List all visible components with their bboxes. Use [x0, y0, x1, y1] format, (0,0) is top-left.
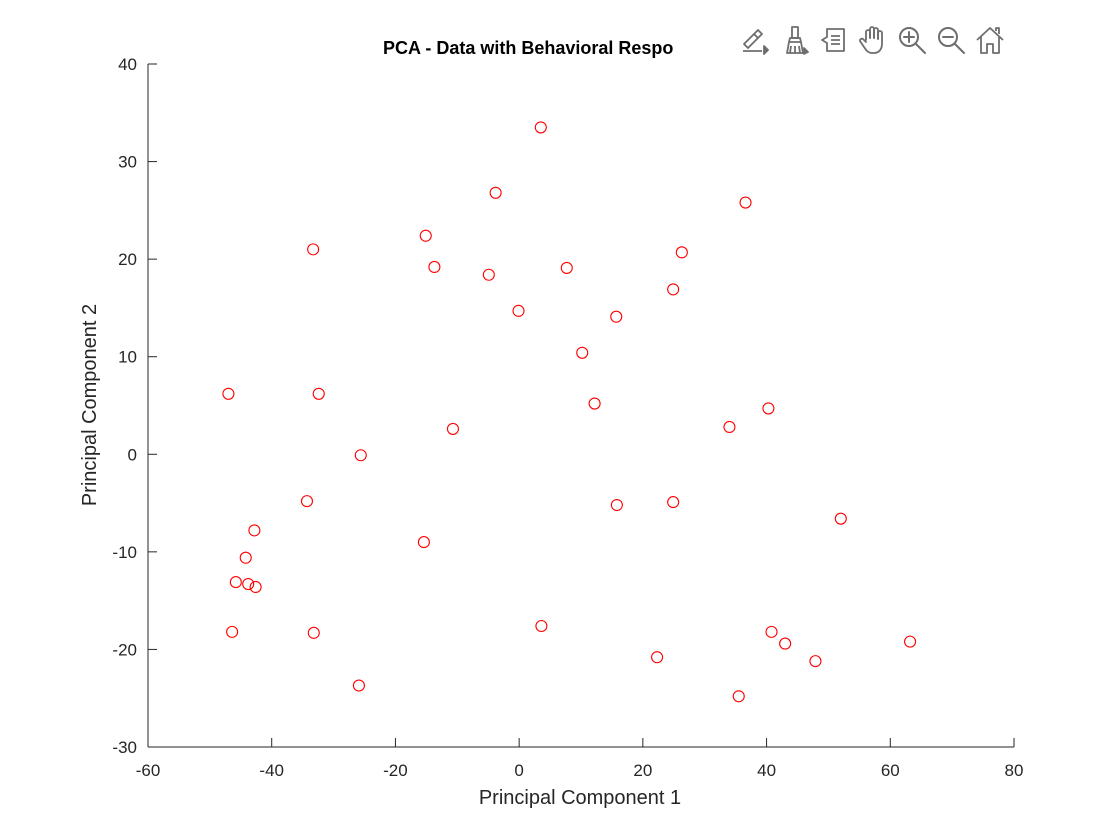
scatter-point [667, 283, 680, 296]
scatter-point [417, 536, 430, 549]
y-axis-title: Principal Component 2 [79, 304, 101, 506]
x-tick-label: -60 [136, 761, 161, 780]
x-ticks: -60 -40 -20 0 20 40 60 80 [136, 738, 1024, 780]
zoom-in-icon[interactable] [894, 22, 930, 58]
axes[interactable]: -60 -40 -20 0 20 40 60 80 -30 -20 -10 0 10 20 30 40 [112, 55, 1023, 780]
x-axis-title: Principal Component 1 [479, 787, 681, 809]
scatter-point [904, 635, 917, 648]
y-tick-label: -30 [112, 738, 137, 757]
scatter-point [312, 387, 325, 400]
scatter-point [239, 551, 252, 564]
scatter-point [732, 690, 745, 703]
x-tick-label: -20 [383, 761, 408, 780]
scatter-point [560, 261, 573, 274]
scatter-point [249, 580, 262, 594]
y-tick-label: -10 [112, 543, 137, 562]
scatter-point [222, 387, 235, 400]
y-tick-label: -20 [112, 640, 137, 659]
scatter-point [765, 625, 778, 638]
scatter-point [307, 626, 320, 639]
y-tick-label: 0 [128, 445, 137, 464]
x-tick-label: 0 [514, 761, 523, 780]
scatter-point [610, 310, 623, 323]
scatter-point [307, 243, 320, 256]
scatter-point [834, 512, 847, 525]
scatter-point [428, 260, 441, 273]
scatter-point [809, 655, 822, 668]
x-tick-label: 80 [1005, 761, 1024, 780]
y-ticks: -30 -20 -10 0 10 20 30 40 [112, 55, 157, 757]
scatter-point [229, 576, 242, 589]
y-tick-label: 40 [118, 55, 137, 74]
edit-data-tips-icon[interactable] [738, 22, 774, 58]
chart-title: PCA - Data with Behavioral Respo [383, 38, 673, 58]
scatter-point [226, 625, 239, 638]
scatter-point [588, 397, 601, 410]
brush-icon[interactable] [777, 22, 813, 58]
scatter-point [512, 304, 525, 317]
scatter-point [739, 196, 752, 209]
scatter-point [242, 578, 255, 591]
x-tick-label: 60 [881, 761, 900, 780]
scatter-point [762, 402, 775, 415]
y-tick-label: 30 [118, 153, 137, 172]
home-restore-icon[interactable] [972, 22, 1008, 58]
scatter-point [352, 679, 365, 692]
scatter-point [300, 495, 314, 508]
scatter-point [419, 229, 432, 242]
x-tick-label: -40 [259, 761, 284, 780]
scatter-point [482, 268, 495, 281]
data-cursor-icon[interactable] [816, 22, 852, 58]
scatter-point [248, 524, 261, 537]
scatter-point [535, 619, 548, 633]
axes-toolbar [738, 20, 1008, 60]
scatter-point [667, 496, 680, 509]
pan-hand-icon[interactable] [855, 22, 891, 58]
scatter-point [446, 422, 460, 435]
scatter-point [534, 121, 547, 134]
y-tick-label: 10 [118, 348, 137, 367]
scatter-point [489, 186, 502, 199]
zoom-out-icon[interactable] [933, 22, 969, 58]
y-tick-label: 20 [118, 250, 137, 269]
x-tick-label: 20 [633, 761, 652, 780]
scatter-points [222, 121, 917, 703]
scatter-point [610, 498, 623, 512]
scatter-point [354, 449, 367, 462]
scatter-point [675, 246, 688, 259]
x-tick-label: 40 [757, 761, 776, 780]
scatter-point [651, 651, 664, 664]
scatter-point [779, 637, 792, 650]
scatter-point [723, 420, 736, 434]
scatter-point [576, 346, 589, 359]
